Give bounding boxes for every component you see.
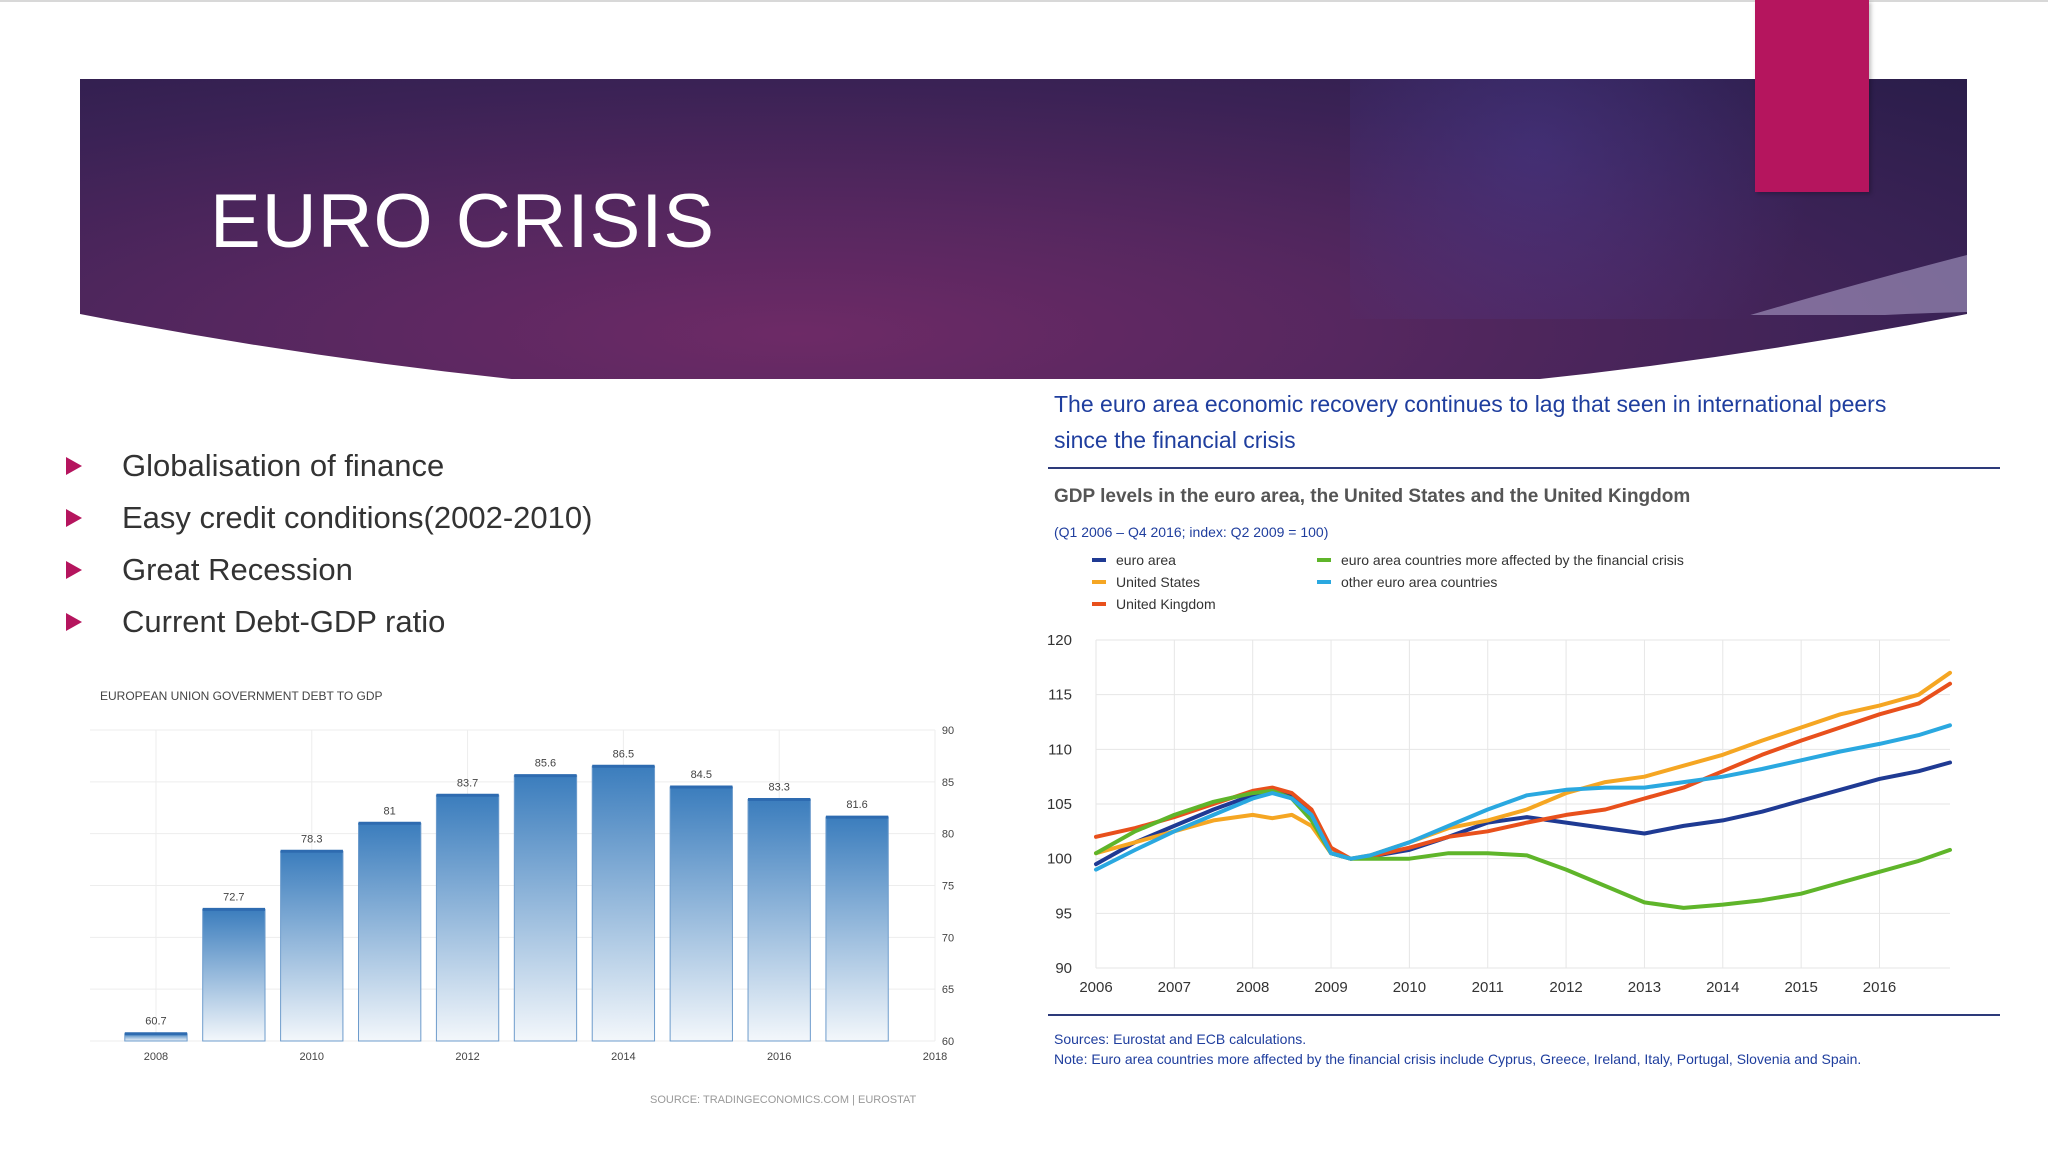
bullet-text: Easy credit conditions(2002-2010) — [122, 500, 593, 535]
slide-title: EURO CRISIS — [210, 179, 716, 264]
bar — [825, 816, 889, 1042]
line-y-tick-label: 95 — [1055, 905, 1072, 922]
legend-label: euro area — [1116, 552, 1176, 568]
line-chart-subtitle: (Q1 2006 – Q4 2016; index: Q2 2009 = 100… — [1054, 524, 1328, 540]
bar-value-label: 81 — [384, 805, 396, 817]
line-x-tick-label: 2010 — [1393, 979, 1426, 996]
triangle-bullet-icon — [66, 561, 82, 579]
line-x-tick-label: 2013 — [1628, 979, 1661, 996]
line-y-tick-label: 110 — [1048, 741, 1072, 758]
chart-headline-line1: The euro area economic recovery continue… — [1054, 391, 1886, 417]
bar-x-tick-label: 2016 — [767, 1051, 791, 1063]
debt-to-gdp-chart: EUROPEAN UNION GOVERNMENT DEBT TO GDP SO… — [80, 672, 970, 1112]
bar-chart-title: EUROPEAN UNION GOVERNMENT DEBT TO GDP — [100, 689, 383, 703]
bar-value-label: 86.5 — [613, 748, 634, 760]
legend-label: United States — [1116, 574, 1200, 590]
bar-value-label: 83.3 — [768, 781, 789, 793]
bar-value-label: 60.7 — [145, 1016, 166, 1028]
bar-chart-svg: EUROPEAN UNION GOVERNMENT DEBT TO GDP SO… — [90, 689, 954, 1106]
legend-label: euro area countries more affected by the… — [1341, 552, 1684, 568]
title-banner — [80, 79, 1967, 379]
line-x-tick-label: 2012 — [1549, 979, 1582, 996]
bar-y-tick-label: 75 — [942, 881, 954, 893]
legend-label: United Kingdom — [1116, 596, 1216, 612]
bar — [591, 765, 656, 1042]
bar-x-tick-label: 2010 — [300, 1051, 324, 1063]
bar — [280, 850, 344, 1042]
line-x-tick-label: 2016 — [1863, 979, 1896, 996]
line-y-tick-label: 115 — [1048, 687, 1072, 704]
bar-x-tick-label: 2008 — [144, 1051, 168, 1063]
line-y-tick-label: 100 — [1047, 851, 1072, 868]
bar — [358, 822, 422, 1042]
line-chart-svg: The euro area economic recovery continue… — [1047, 391, 2000, 1067]
bar — [669, 786, 733, 1042]
bar-x-tick-label: 2012 — [455, 1051, 479, 1063]
chart-headline-line2: since the financial crisis — [1054, 427, 1296, 453]
series-line — [1094, 670, 1952, 861]
bar-value-label: 84.5 — [691, 769, 712, 781]
bar-y-tick-label: 90 — [942, 725, 954, 737]
bar — [202, 908, 266, 1042]
bullet-item: Globalisation of finance — [66, 440, 592, 492]
series-line — [1094, 760, 1952, 867]
bullet-text: Globalisation of finance — [122, 448, 445, 483]
line-x-tick-label: 2008 — [1236, 979, 1269, 996]
series-line — [1094, 723, 1952, 872]
legend-label: other euro area countries — [1341, 574, 1497, 590]
line-chart-sources: Sources: Eurostat and ECB calculations. — [1054, 1031, 1306, 1047]
bullet-list: Globalisation of finance Easy credit con… — [66, 440, 592, 648]
bar — [513, 775, 578, 1042]
accent-tab — [1755, 0, 1869, 192]
gdp-levels-chart: The euro area economic recovery continue… — [1040, 380, 2020, 1080]
line-y-tick-label: 90 — [1055, 960, 1072, 977]
bar-value-label: 83.7 — [457, 777, 478, 789]
line-x-tick-label: 2009 — [1314, 979, 1347, 996]
bullet-item: Current Debt-GDP ratio — [66, 596, 592, 648]
top-border — [0, 0, 2048, 2]
series-line — [1094, 681, 1952, 861]
bar-y-tick-label: 65 — [942, 984, 954, 996]
line-x-tick-label: 2007 — [1158, 979, 1191, 996]
line-x-tick-label: 2011 — [1472, 979, 1504, 996]
line-chart-note: Note: Euro area countries more affected … — [1054, 1051, 1861, 1067]
line-y-tick-label: 120 — [1047, 632, 1072, 649]
bullet-text: Current Debt-GDP ratio — [122, 604, 446, 639]
bar-chart-source: SOURCE: TRADINGECONOMICS.COM | EUROSTAT — [650, 1094, 917, 1106]
bar-value-label: 78.3 — [301, 833, 322, 845]
line-y-tick-label: 105 — [1047, 796, 1072, 813]
bar-y-tick-label: 70 — [942, 932, 954, 944]
line-x-tick-label: 2006 — [1079, 979, 1112, 996]
bullet-item: Great Recession — [66, 544, 592, 596]
bar-value-label: 81.6 — [846, 799, 867, 811]
bullet-text: Great Recession — [122, 552, 353, 587]
line-chart-title: GDP levels in the euro area, the United … — [1054, 486, 1690, 507]
bullet-item: Easy credit conditions(2002-2010) — [66, 492, 592, 544]
line-x-tick-label: 2015 — [1784, 979, 1817, 996]
bar-y-tick-label: 85 — [942, 777, 954, 789]
triangle-bullet-icon — [66, 509, 82, 527]
triangle-bullet-icon — [66, 457, 82, 475]
bar-y-tick-label: 80 — [942, 829, 954, 841]
bar-x-tick-label: 2018 — [923, 1051, 947, 1063]
series-line — [1094, 788, 1952, 910]
bar-value-label: 85.6 — [535, 758, 556, 770]
bar — [747, 798, 811, 1042]
bar-x-tick-label: 2014 — [611, 1051, 635, 1063]
line-x-tick-label: 2014 — [1706, 979, 1739, 996]
bar-value-label: 72.7 — [223, 891, 244, 903]
bar-y-tick-label: 60 — [942, 1036, 954, 1048]
triangle-bullet-icon — [66, 613, 82, 631]
bar — [435, 794, 500, 1042]
